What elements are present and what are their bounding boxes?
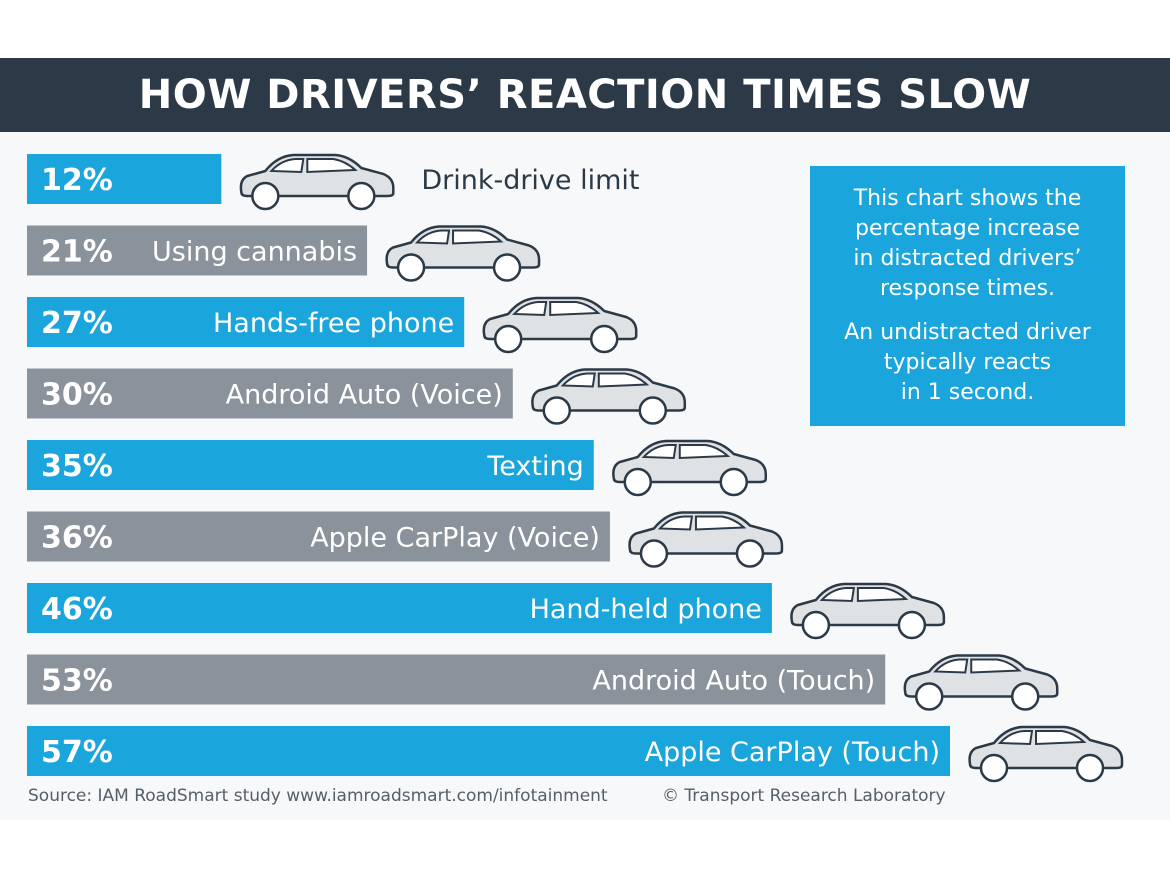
value-label: 57% (41, 735, 113, 770)
info-line-4: response times. (879, 276, 1056, 301)
bar (27, 583, 772, 633)
category-label: Android Auto (Voice) (226, 380, 503, 411)
info-line-5: An undistracted driver (844, 320, 1091, 345)
category-label: Drink-drive limit (421, 165, 639, 196)
info-line-2: percentage increase (855, 216, 1080, 241)
car-icon (531, 368, 687, 425)
category-label: Apple CarPlay (Voice) (310, 523, 600, 554)
info-line-3: in distracted drivers’ (853, 246, 1082, 271)
value-label: 35% (41, 449, 113, 484)
car-icon (968, 725, 1124, 783)
category-label: Hands-free phone (213, 308, 454, 339)
bar (27, 368, 513, 419)
value-label: 21% (41, 235, 113, 270)
category-label: Using cannabis (152, 237, 357, 268)
value-label: 46% (41, 592, 113, 627)
car-icon (385, 225, 541, 282)
car-icon (239, 153, 395, 211)
bar (27, 511, 610, 562)
value-label: 12% (41, 163, 113, 198)
info-paragraph-2: An undistracted driver typically reacts … (824, 318, 1111, 408)
info-line-6: typically reacts (883, 350, 1052, 375)
car-icon (612, 439, 768, 497)
info-line-7: in 1 second. (900, 380, 1035, 405)
value-label: 30% (41, 378, 113, 413)
bar (27, 440, 594, 490)
bar (27, 297, 465, 347)
car-icon (790, 582, 946, 640)
bar (27, 654, 886, 705)
car-icon (482, 296, 638, 354)
info-line-1: This chart shows the (853, 186, 1082, 211)
source-note: Source: IAM RoadSmart study www.iamroads… (28, 786, 608, 806)
bottom-band (0, 820, 1170, 870)
car-icon (628, 511, 784, 568)
value-label: 27% (41, 306, 113, 341)
category-label: Android Auto (Touch) (592, 666, 875, 697)
info-box: This chart shows the percentage increase… (810, 166, 1125, 426)
car-icon (903, 654, 1059, 711)
category-label: Texting (486, 451, 583, 482)
value-label: 36% (41, 521, 113, 556)
copyright-credit: © Transport Research Laboratory (662, 786, 946, 806)
bar (27, 726, 950, 776)
info-paragraph-1: This chart shows the percentage increase… (824, 184, 1111, 304)
category-label: Apple CarPlay (Touch) (645, 737, 940, 768)
value-label: 53% (41, 664, 113, 699)
chart-title: HOW DRIVERS’ REACTION TIMES SLOW (0, 58, 1170, 132)
bar (27, 225, 368, 276)
bar (27, 154, 222, 204)
category-label: Hand-held phone (530, 594, 762, 625)
top-band (0, 0, 1170, 58)
